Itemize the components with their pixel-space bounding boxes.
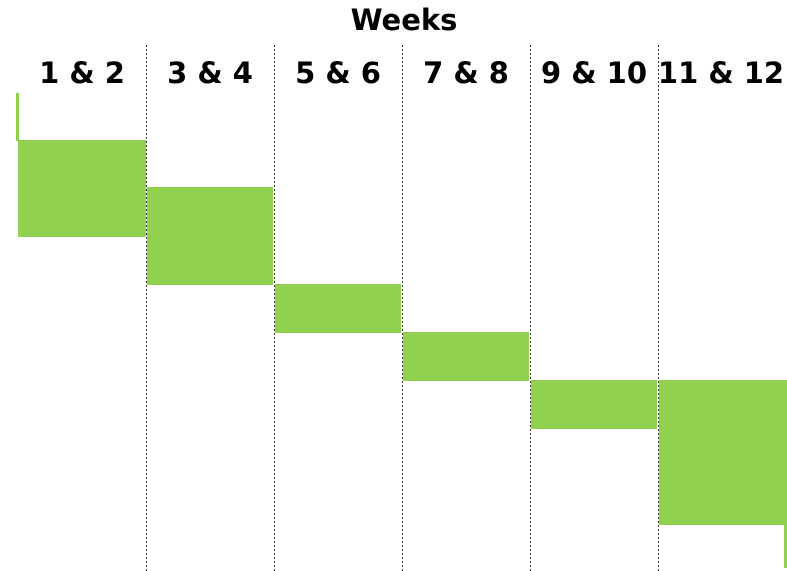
- dividers: [146, 45, 659, 571]
- bar: [275, 284, 401, 333]
- title: Weeks: [351, 3, 458, 37]
- bar: [659, 380, 787, 525]
- column-label: 5 & 6: [295, 56, 381, 90]
- bar: [147, 187, 273, 285]
- column-label: 7 & 8: [423, 56, 509, 90]
- bar: [531, 380, 657, 429]
- column-label: 3 & 4: [167, 56, 253, 90]
- bar-stub: [16, 93, 19, 141]
- column-labels: 1 & 2 3 & 4 5 & 6 7 & 8 9 & 10 11 & 12: [39, 56, 784, 90]
- column-label: 11 & 12: [658, 56, 784, 90]
- column-label: 9 & 10: [541, 56, 647, 90]
- bars: [16, 93, 787, 568]
- bar: [403, 332, 529, 381]
- bar: [18, 140, 146, 237]
- column-label: 1 & 2: [39, 56, 125, 90]
- bar-stub: [784, 524, 787, 568]
